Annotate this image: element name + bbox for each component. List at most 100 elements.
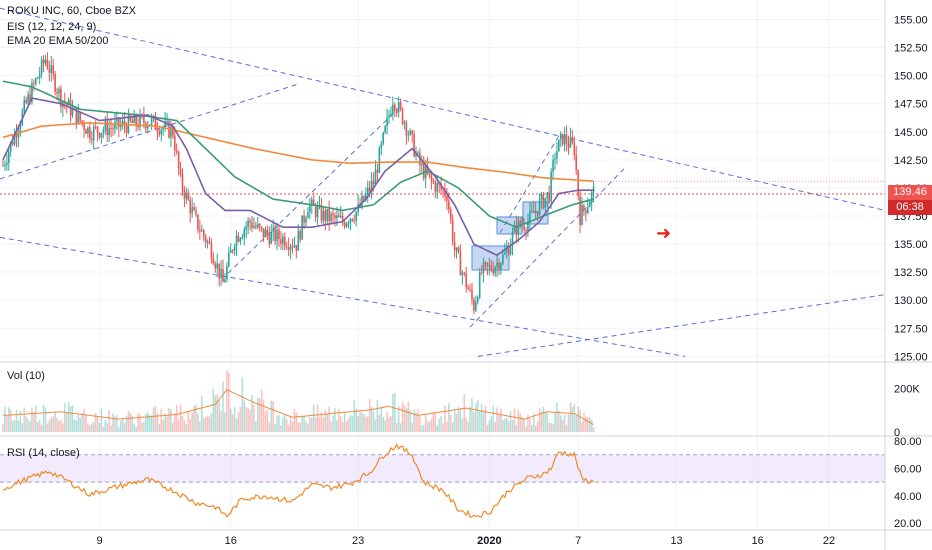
candle-body	[264, 229, 267, 238]
indicator-eis-label[interactable]: EIS (12, 12, 24, 9)	[7, 21, 97, 33]
volume-bar	[4, 406, 6, 432]
candle-body	[58, 88, 60, 94]
candle-body	[473, 299, 475, 311]
candle-body	[488, 265, 491, 267]
candle-body	[540, 194, 543, 200]
volume-bar	[31, 407, 33, 432]
volume-bar	[577, 406, 579, 432]
volume-bar	[305, 421, 307, 432]
volume-bar	[25, 416, 27, 432]
volume-bar	[463, 393, 466, 432]
volume-bar	[270, 400, 273, 432]
candle-body	[500, 263, 502, 270]
volume-bar	[13, 420, 16, 432]
candle-body	[415, 152, 417, 157]
candle-body	[361, 196, 363, 207]
candle-body	[27, 94, 29, 103]
volume-bar	[173, 412, 176, 432]
volume-bar	[511, 419, 514, 432]
volume-bar	[295, 412, 298, 432]
volume-bar	[322, 417, 325, 432]
volume-bar	[79, 418, 81, 432]
volume-bar	[438, 419, 440, 432]
volume-bar	[579, 409, 581, 432]
volume-bar	[143, 421, 145, 432]
candle-body	[177, 151, 180, 169]
candle-body	[9, 142, 12, 152]
volume-bar	[6, 416, 8, 432]
volume-bar	[160, 409, 163, 432]
candle-body	[590, 192, 593, 203]
volume-bar	[118, 427, 120, 432]
candle-body	[573, 142, 576, 155]
volume-bar	[384, 420, 386, 432]
candle-body	[480, 272, 483, 274]
candle-body	[349, 218, 352, 224]
candle-body	[519, 220, 522, 227]
volume-bar	[353, 399, 356, 432]
candle-body	[260, 226, 263, 229]
volume-bar	[469, 406, 471, 432]
volume-bar	[287, 425, 290, 432]
candle-body	[309, 205, 311, 213]
symbol-title[interactable]: ROKU INC, 60, Cboe BZX	[7, 5, 136, 17]
volume-bar	[146, 411, 149, 432]
rsi-band	[0, 454, 885, 483]
volume-bar	[278, 415, 280, 432]
candle-body	[347, 223, 350, 225]
volume-bar	[365, 416, 367, 432]
candle-body	[81, 120, 83, 124]
candle-body	[233, 246, 236, 251]
candle-body	[502, 254, 504, 264]
price-tick-label: 150.00	[894, 71, 928, 83]
volume-bar	[392, 394, 394, 432]
volume-bar	[525, 426, 527, 432]
volume-bar	[517, 409, 520, 432]
volume-pane-label[interactable]: Vol (10)	[7, 370, 45, 382]
candle-body	[428, 173, 431, 175]
volume-bar	[500, 408, 502, 432]
candle-body	[559, 133, 562, 140]
candle-body	[197, 214, 199, 230]
volume-bar	[131, 415, 134, 432]
candle-body	[235, 235, 238, 247]
candle-body	[278, 229, 280, 239]
candle-body	[351, 218, 354, 221]
candle-body	[392, 104, 394, 114]
volume-bar	[251, 394, 253, 432]
volume-bar	[54, 411, 56, 432]
volume-bar	[156, 412, 159, 432]
candle-body	[411, 130, 413, 135]
candle-body	[283, 236, 286, 247]
candle-body	[498, 262, 500, 270]
candle-body	[571, 137, 574, 143]
volume-bar	[256, 397, 259, 432]
rsi-pane-label[interactable]: RSI (14, close)	[7, 447, 80, 459]
candle-body	[507, 248, 510, 255]
candle-body	[226, 266, 228, 280]
volume-bar	[559, 415, 562, 432]
volume-bar	[243, 400, 246, 432]
volume-bar	[150, 415, 153, 432]
candle-body	[397, 102, 400, 113]
candle-body	[525, 229, 527, 232]
volume-bar	[345, 421, 348, 432]
volume-bar	[229, 408, 232, 432]
price-tick-label: 132.50	[894, 267, 928, 279]
volume-bar	[513, 408, 516, 432]
volume-bar	[370, 407, 373, 432]
candle-body	[237, 235, 240, 242]
candle-body	[85, 129, 87, 134]
candlesticks[interactable]	[2, 52, 595, 315]
candle-body	[245, 226, 247, 230]
volume-bar	[193, 405, 195, 432]
candle-body	[181, 174, 184, 191]
candle-body	[531, 210, 533, 212]
volume-bar	[168, 407, 170, 432]
candle-body	[330, 213, 332, 222]
indicator-ema-label[interactable]: EMA 20 EMA 50/200	[7, 35, 109, 47]
price-tick-label: 127.50	[894, 323, 928, 335]
volume-bar	[172, 422, 174, 432]
volume-bar	[231, 414, 234, 432]
